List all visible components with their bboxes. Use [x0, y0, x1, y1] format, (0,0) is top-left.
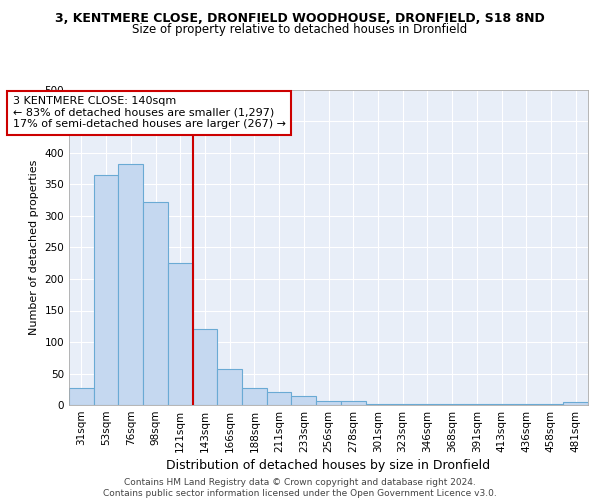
Bar — [193, 330, 217, 405]
Bar — [168, 263, 193, 405]
Bar — [415, 404, 440, 405]
X-axis label: Distribution of detached houses by size in Dronfield: Distribution of detached houses by size … — [166, 459, 491, 472]
Bar — [390, 404, 415, 405]
Bar — [440, 404, 464, 405]
Text: Contains HM Land Registry data © Crown copyright and database right 2024.
Contai: Contains HM Land Registry data © Crown c… — [103, 478, 497, 498]
Bar — [316, 400, 341, 405]
Bar — [365, 404, 390, 405]
Bar — [94, 175, 118, 405]
Text: 3 KENTMERE CLOSE: 140sqm
← 83% of detached houses are smaller (1,297)
17% of sem: 3 KENTMERE CLOSE: 140sqm ← 83% of detach… — [13, 96, 286, 130]
Bar — [118, 164, 143, 405]
Bar — [217, 369, 242, 405]
Bar — [267, 392, 292, 405]
Bar — [539, 404, 563, 405]
Bar — [341, 401, 365, 405]
Y-axis label: Number of detached properties: Number of detached properties — [29, 160, 39, 335]
Bar — [143, 202, 168, 405]
Bar — [292, 396, 316, 405]
Bar — [489, 404, 514, 405]
Text: 3, KENTMERE CLOSE, DRONFIELD WOODHOUSE, DRONFIELD, S18 8ND: 3, KENTMERE CLOSE, DRONFIELD WOODHOUSE, … — [55, 12, 545, 26]
Bar — [69, 388, 94, 405]
Bar — [514, 404, 539, 405]
Bar — [563, 402, 588, 405]
Text: Size of property relative to detached houses in Dronfield: Size of property relative to detached ho… — [133, 22, 467, 36]
Bar — [242, 388, 267, 405]
Bar — [464, 404, 489, 405]
